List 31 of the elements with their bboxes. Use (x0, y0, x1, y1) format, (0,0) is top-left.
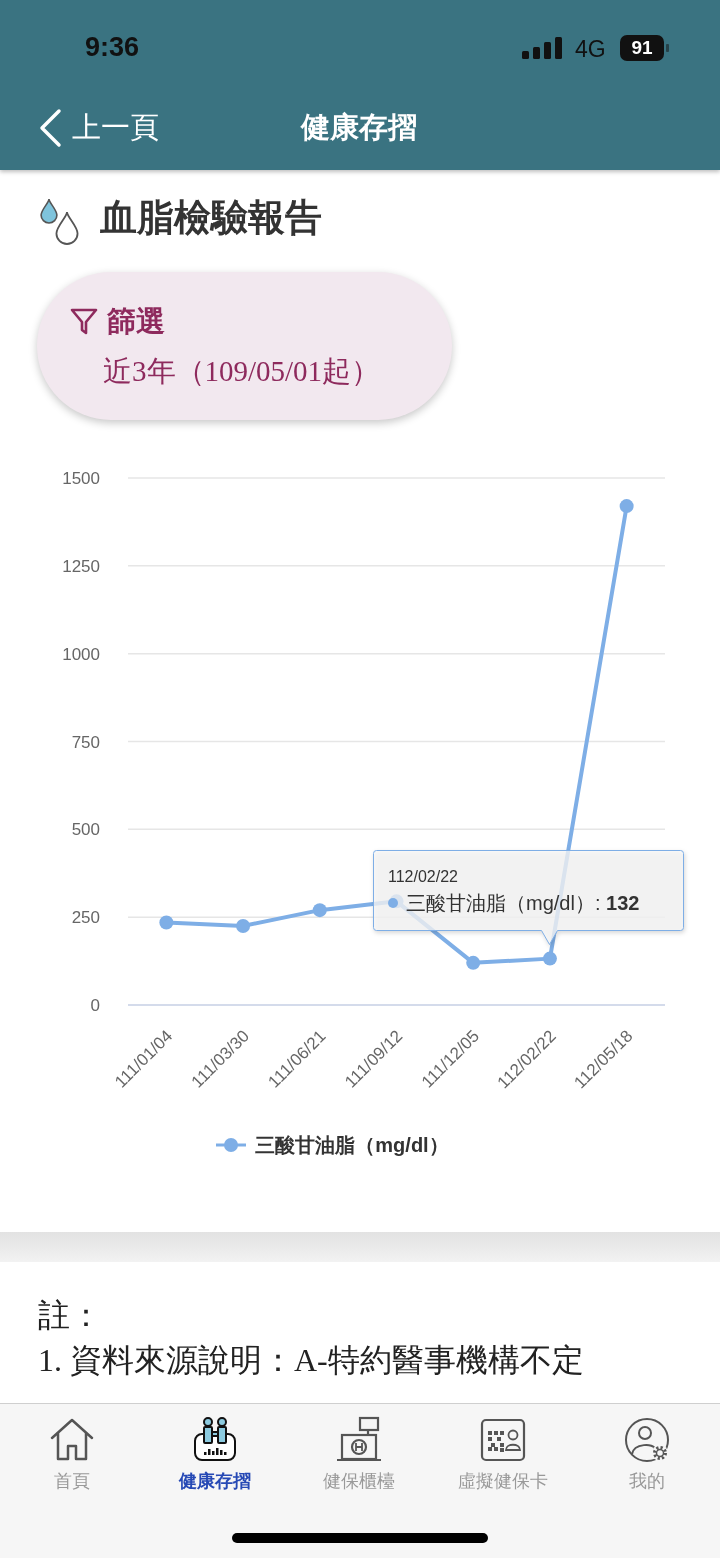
point (312, 903, 327, 918)
text: 1. 資料來源說明：A-特約醫事機構不定 (38, 1341, 584, 1379)
text: 首頁 (54, 1470, 90, 1492)
text: 我的 (629, 1470, 665, 1492)
y-tick-label: 1500 (62, 469, 100, 489)
text: 9:36 (85, 32, 140, 64)
text: 健康存摺 (179, 1470, 251, 1492)
text: 4G (575, 35, 606, 63)
legend-label: 三酸甘油脂（mg/dl） (255, 1132, 449, 1158)
point (236, 918, 251, 933)
text: 註： (38, 1296, 102, 1334)
text: 健保櫃檯 (323, 1470, 395, 1492)
y-tick-label: 250 (71, 908, 100, 928)
text: 健康存摺 (301, 111, 417, 145)
y-tick-label: 0 (90, 996, 100, 1016)
point (619, 499, 634, 514)
y-tick-label: 1250 (62, 556, 100, 576)
y-tick-label: 500 (71, 820, 100, 840)
point (159, 915, 174, 930)
text: 虛擬健保卡 (458, 1470, 548, 1492)
y-tick-label: 750 (71, 732, 100, 752)
annotation: 112/02/22 (388, 867, 458, 887)
annotation: 三酸甘油脂（mg/dl）: 132 (406, 891, 640, 914)
y-tick-label: 1000 (62, 644, 100, 664)
chart-title: 血脂檢驗報告 (100, 196, 322, 240)
point (542, 951, 557, 966)
text: 篩選 (107, 305, 165, 339)
text: 近3年（109/05/01起） (103, 355, 381, 389)
text: 上一頁 (72, 111, 159, 145)
text: 91 (631, 37, 653, 59)
point (466, 955, 481, 970)
